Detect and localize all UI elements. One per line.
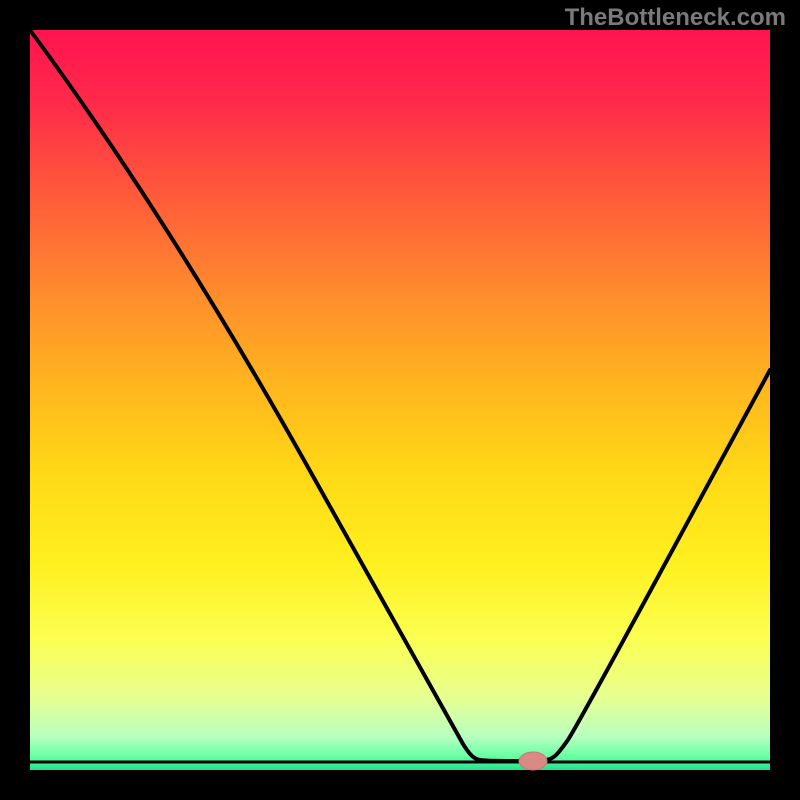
- chart-container: TheBottleneck.com: [0, 0, 800, 800]
- watermark-text: TheBottleneck.com: [565, 4, 786, 32]
- gradient-plot-area: [30, 30, 770, 770]
